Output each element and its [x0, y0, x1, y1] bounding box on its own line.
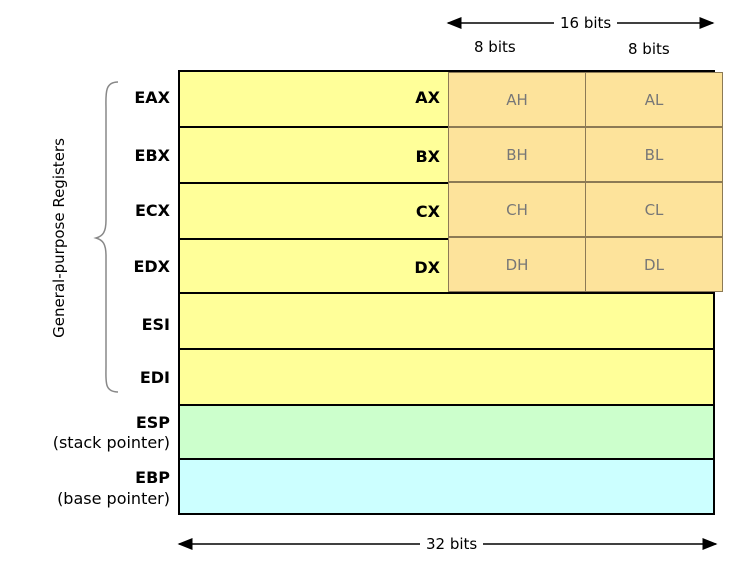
label-ebp: EBP	[135, 468, 170, 487]
label-ecx: ECX	[134, 201, 170, 220]
register-edi	[178, 348, 715, 406]
width-label-32: 32 bits	[420, 535, 484, 553]
label-ebx: EBX	[134, 146, 170, 165]
label-bx: BX	[415, 147, 440, 166]
cell-cl: CL	[585, 182, 723, 237]
label-edi: EDI	[139, 368, 170, 387]
cell-ch: CH	[448, 182, 586, 237]
label-cx: CX	[415, 202, 440, 221]
label-esi: ESI	[141, 315, 170, 334]
label-edx: EDX	[133, 257, 170, 276]
width-label-byte-low: 8 bits	[628, 40, 670, 58]
label-dx: DX	[414, 258, 440, 277]
cell-ah: AH	[448, 72, 586, 127]
register-esi	[178, 292, 715, 350]
register-esp	[178, 404, 715, 460]
label-eax: EAX	[134, 88, 170, 107]
cell-al: AL	[585, 72, 723, 127]
register-ebp	[178, 458, 715, 515]
width-label-16: 16 bits	[554, 14, 618, 32]
group-brace	[93, 81, 119, 393]
cell-dl: DL	[585, 237, 723, 292]
label-ax: AX	[415, 88, 440, 107]
width-label-byte-high: 8 bits	[474, 38, 516, 56]
cell-bh: BH	[448, 127, 586, 182]
cell-bl: BL	[585, 127, 723, 182]
label-ebp-desc: (base pointer)	[57, 489, 170, 508]
label-esp: ESP	[135, 413, 170, 432]
cell-dh: DH	[448, 237, 586, 292]
label-esp-desc: (stack pointer)	[52, 433, 170, 452]
